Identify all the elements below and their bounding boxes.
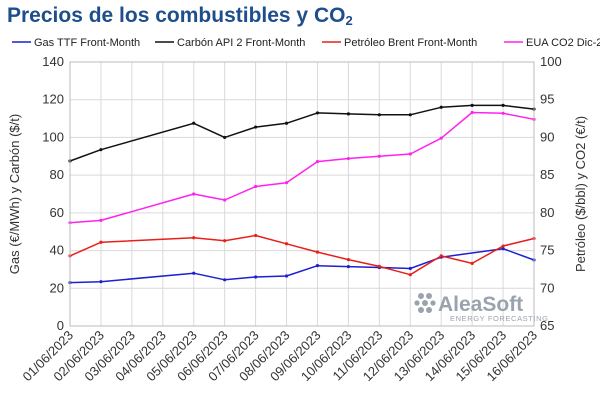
chart-title: Precios de los combustibles y CO2 bbox=[7, 4, 353, 28]
y2-tick-label: 80 bbox=[540, 205, 554, 220]
series-1-point bbox=[223, 135, 227, 140]
left-axis-ticks: 0 20 40 60 80 100 120 140 bbox=[42, 54, 64, 333]
series-3-point bbox=[99, 218, 103, 222]
series-0-point bbox=[408, 266, 412, 271]
x-axis-ticks: 01/06/202302/06/202303/06/202304/06/2023… bbox=[19, 328, 540, 385]
series-1-point bbox=[284, 121, 289, 125]
series-3-point bbox=[254, 184, 258, 189]
series-3-point bbox=[315, 159, 320, 164]
series-2-point bbox=[470, 261, 474, 265]
series-3-point bbox=[470, 110, 474, 115]
y2-tick-label: 95 bbox=[540, 92, 554, 107]
y2-tick-label: 85 bbox=[540, 167, 554, 182]
y-tick-label: 20 bbox=[50, 280, 64, 295]
y-tick-label: 120 bbox=[42, 92, 64, 107]
series-2-point bbox=[284, 242, 289, 246]
series-2-point bbox=[377, 264, 381, 269]
series-3-point bbox=[346, 156, 350, 161]
y-tick-label: 100 bbox=[42, 129, 64, 144]
aleasoft-logo-icon bbox=[414, 293, 436, 313]
legend-label-3: EUA CO2 Dic-23 bbox=[526, 37, 600, 49]
series-2-point bbox=[254, 233, 258, 238]
series-3-point bbox=[501, 111, 505, 115]
y-tick-label: 0 bbox=[57, 318, 64, 333]
series-0-point bbox=[99, 280, 103, 284]
series-2-point bbox=[408, 273, 412, 277]
series-0-point bbox=[192, 271, 196, 275]
series-2-point bbox=[192, 236, 196, 240]
series-0-point bbox=[223, 278, 227, 282]
chart-grid bbox=[69, 61, 535, 327]
series-1-point bbox=[315, 111, 320, 115]
series-0-point bbox=[284, 274, 289, 278]
series-1-point bbox=[346, 112, 350, 116]
series-1-point bbox=[439, 105, 443, 109]
legend-label-0: Gas TTF Front-Month bbox=[34, 37, 140, 49]
chart-axes bbox=[69, 61, 535, 327]
series-line-0 bbox=[69, 247, 535, 284]
series-3-point bbox=[377, 154, 381, 158]
series-3-point bbox=[284, 181, 289, 185]
series-2-point bbox=[223, 239, 227, 243]
series-0-point bbox=[315, 264, 320, 268]
series-3-point bbox=[192, 192, 196, 196]
chart-title-text: Precios de los combustibles y CO bbox=[7, 4, 346, 27]
series-2-point bbox=[346, 258, 350, 262]
series-3-point bbox=[223, 198, 227, 202]
legend-label-1: Carbón API 2 Front-Month bbox=[177, 37, 305, 49]
series-0-point bbox=[346, 265, 350, 269]
y-tick-label: 40 bbox=[50, 243, 64, 258]
aleasoft-watermark: AleaSoft ENERGY FORECASTING bbox=[414, 293, 548, 323]
series-1-point bbox=[408, 113, 412, 117]
series-1-point bbox=[99, 148, 103, 152]
y2-tick-label: 70 bbox=[540, 280, 554, 295]
series-2-point bbox=[315, 250, 320, 254]
series-1-point bbox=[377, 113, 381, 117]
series-line-1 bbox=[69, 104, 535, 162]
chart-legend: Gas TTF Front-Month Carbón API 2 Front-Mo… bbox=[12, 37, 600, 49]
legend-label-2: Petróleo Brent Front-Month bbox=[344, 37, 477, 49]
y2-tick-label: 65 bbox=[540, 318, 554, 333]
chart-title-subscript: 2 bbox=[345, 13, 353, 28]
y2-tick-label: 90 bbox=[540, 129, 554, 144]
series-1-point bbox=[501, 103, 505, 107]
right-axis-ticks: 65 70 75 80 85 90 95 100 bbox=[540, 54, 562, 333]
right-axis-title: Petróleo ($/bbl) y CO2 (€/t) bbox=[573, 116, 588, 272]
chart-series bbox=[68, 103, 536, 285]
series-0-point bbox=[254, 275, 258, 279]
watermark-brand: AleaSoft bbox=[438, 293, 523, 316]
left-axis-title: Gas (€/MWh) y Carbón ($/t) bbox=[7, 114, 22, 274]
series-1-point bbox=[254, 125, 258, 129]
watermark-tagline: ENERGY FORECASTING bbox=[450, 314, 549, 323]
series-3-point bbox=[439, 136, 443, 140]
y-tick-label: 140 bbox=[42, 54, 64, 69]
series-line-3 bbox=[69, 111, 535, 224]
y-tick-label: 60 bbox=[50, 205, 64, 220]
y-tick-label: 80 bbox=[50, 167, 64, 182]
series-2-point bbox=[501, 244, 505, 248]
y2-tick-label: 75 bbox=[540, 243, 554, 258]
plot-frame bbox=[69, 61, 535, 327]
series-1-point bbox=[470, 103, 474, 107]
series-2-point bbox=[99, 240, 103, 244]
series-1-point bbox=[192, 121, 196, 125]
series-3-point bbox=[408, 152, 412, 156]
series-0-point bbox=[501, 247, 505, 251]
series-line-2 bbox=[69, 234, 535, 276]
series-2-point bbox=[439, 254, 443, 258]
y2-tick-label: 100 bbox=[540, 54, 562, 69]
